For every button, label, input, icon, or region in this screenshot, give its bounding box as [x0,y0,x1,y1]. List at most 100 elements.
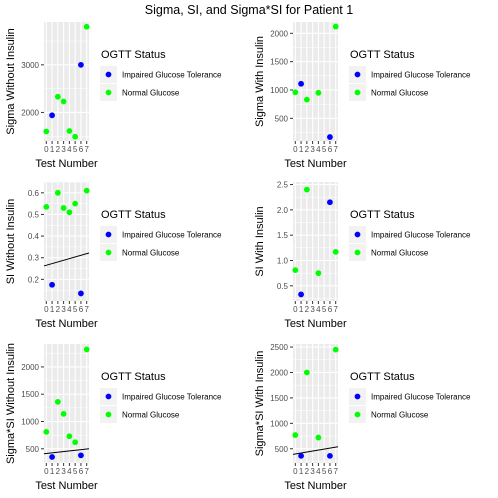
x-tick-label: 6 [79,467,84,476]
x-tick-label: 6 [328,145,333,154]
x-axis-title: Test Number [284,480,347,492]
plot-background [44,22,89,141]
y-tick-label: 500 [26,445,40,454]
y-tick-label: 2500 [270,343,288,352]
legend-item-label: Impaired Glucose Tolerance [122,393,222,402]
legend-item-label: Impaired Glucose Tolerance [122,71,222,80]
chart-panel-sigmasi-without-insulin: 500 1000 1500 2000 0 1 2 3 4 5 6 7 Test Number Sigma*… [5,343,222,492]
x-tick-label: 1 [50,305,55,314]
x-tick-label: 2 [56,305,61,314]
legend-item-label: Normal Glucose [371,89,429,98]
data-point [72,439,79,446]
x-tick-label: 7 [84,305,89,314]
legend-key-swatch [105,411,112,418]
legend-title: OGTT Status [101,209,166,221]
x-tick-label: 3 [61,467,66,476]
x-tick-label: 3 [310,145,315,154]
data-point [43,128,50,135]
legend-key-swatch [105,89,112,96]
y-tick-label: 0.4 [28,232,40,241]
chart-panel-sigma-without-insulin: 2000 3000 0 1 2 3 4 5 6 7 Test Number Sigma Without… [5,22,222,170]
x-tick-label: 4 [316,145,321,154]
legend-item-label: Normal Glucose [371,411,429,420]
legend-key-swatch [354,71,361,78]
trend-line [43,252,90,267]
data-point [315,434,322,441]
x-tick-label: 7 [333,145,338,154]
x-axis-title: Test Number [35,480,98,492]
y-tick-label: 0.5 [277,282,289,291]
data-point [303,369,310,376]
legend-key-swatch [105,71,112,78]
y-tick-label: 1000 [270,419,288,428]
x-tick-label: 5 [322,145,327,154]
y-axis-title: Sigma*SI With Insulin [254,351,266,457]
data-point [292,267,299,274]
data-point [332,23,339,30]
legend-key-swatch [354,249,361,256]
data-point [66,128,73,134]
data-point [332,346,339,353]
y-tick-label: 2.0 [277,206,289,215]
trend-line [43,448,90,455]
x-tick-label: 5 [73,145,78,154]
data-point [72,200,79,207]
x-tick-label: 1 [299,305,304,314]
x-tick-label: 1 [299,145,304,154]
data-point [332,248,339,255]
data-point [60,410,67,417]
x-tick-label: 7 [84,145,89,154]
y-tick-label: 0.5 [28,210,40,219]
data-point [54,93,61,100]
x-tick-label: 7 [333,467,338,476]
x-tick-label: 0 [293,305,298,314]
x-tick-label: 4 [67,145,72,154]
legend-title: OGTT Status [101,49,166,61]
x-tick-label: 2 [56,467,61,476]
data-point [49,281,55,288]
y-tick-label: 500 [275,114,289,123]
x-tick-label: 6 [328,467,333,476]
data-point [78,61,84,68]
legend-item-label: Impaired Glucose Tolerance [371,231,471,240]
x-tick-label: 1 [50,467,55,476]
x-tick-label: 0 [293,467,298,476]
legend-item-label: Normal Glucose [371,249,429,258]
y-tick-label: 2000 [270,368,288,377]
x-tick-label: 1 [50,145,55,154]
x-tick-label: 7 [84,467,89,476]
legend-key-swatch [105,393,112,400]
y-tick-label: 0.6 [28,189,40,198]
x-tick-label: 5 [322,467,327,476]
legend-key-swatch [354,231,361,238]
y-tick-label: 3000 [21,61,39,70]
plot-background [44,344,89,463]
chart-panel-sigmasi-with-insulin: 500 1000 1500 2000 2500 0 1 2 3 4 5 6 7 Test Number Si… [254,343,471,492]
y-axis-title: SI With Insulin [254,206,266,276]
data-point [83,187,90,194]
data-point [298,80,304,87]
data-point [72,133,79,140]
x-tick-label: 4 [316,467,321,476]
x-tick-label: 3 [310,467,315,476]
y-tick-label: 1.0 [277,256,289,265]
y-tick-label: 2000 [270,29,288,38]
legend-title: OGTT Status [350,371,415,383]
data-point [303,96,310,103]
x-tick-label: 0 [44,145,49,154]
data-point [315,270,322,277]
data-point [83,346,90,353]
y-tick-label: 1500 [21,390,39,399]
x-axis-title: Test Number [35,318,98,330]
data-point [298,452,304,459]
legend-key-swatch [354,411,361,418]
x-tick-label: 3 [61,305,66,314]
x-tick-label: 4 [67,467,72,476]
y-tick-label: 2000 [21,108,39,117]
x-tick-label: 3 [310,305,315,314]
chart-panel-si-without-insulin: 0.2 0.3 0.4 0.5 0.6 0 1 2 3 4 5 6 7 Test Number SI Wit… [5,181,222,330]
legend-title: OGTT Status [101,371,166,383]
data-point [60,205,67,211]
data-point [78,290,84,297]
x-tick-label: 3 [61,145,66,154]
